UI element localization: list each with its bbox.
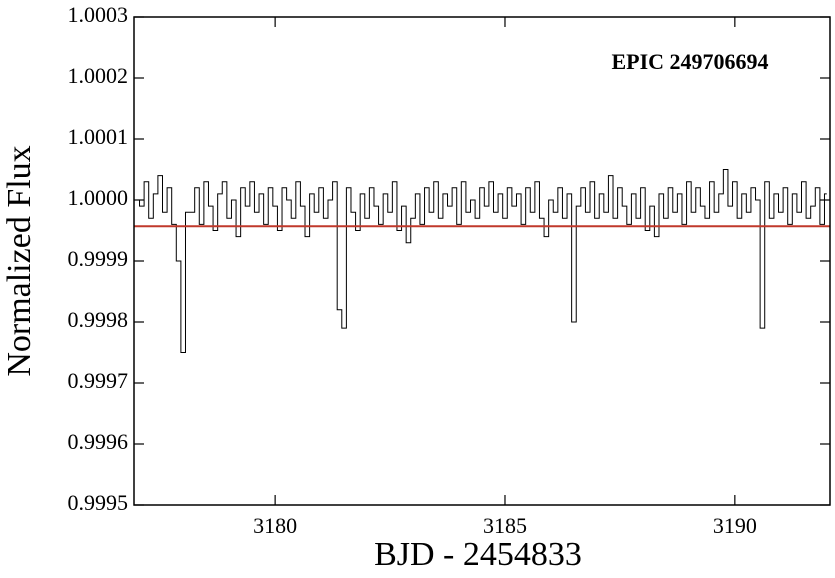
y-tick-label: 0.9995 [68, 490, 129, 515]
y-tick-label: 1.0002 [68, 63, 129, 88]
y-tick-label: 0.9999 [68, 246, 129, 271]
flux-line [137, 169, 827, 353]
y-tick-label: 1.0000 [68, 185, 129, 210]
y-tick-label: 1.0001 [68, 124, 129, 149]
y-axis-title: Normalized Flux [1, 145, 38, 376]
x-tick-label: 3185 [483, 513, 527, 538]
y-tick-label: 0.9996 [68, 429, 129, 454]
plot-frame [133, 16, 831, 506]
annotation: EPIC 249706694 [611, 49, 768, 74]
y-tick-label: 1.0003 [68, 2, 129, 27]
y-tick-label: 0.9998 [68, 307, 129, 332]
x-tick-label: 3180 [253, 513, 297, 538]
y-tick-label: 0.9997 [68, 368, 129, 393]
x-tick-label: 3190 [713, 513, 757, 538]
x-axis-title: BJD - 2454833 [374, 536, 582, 573]
